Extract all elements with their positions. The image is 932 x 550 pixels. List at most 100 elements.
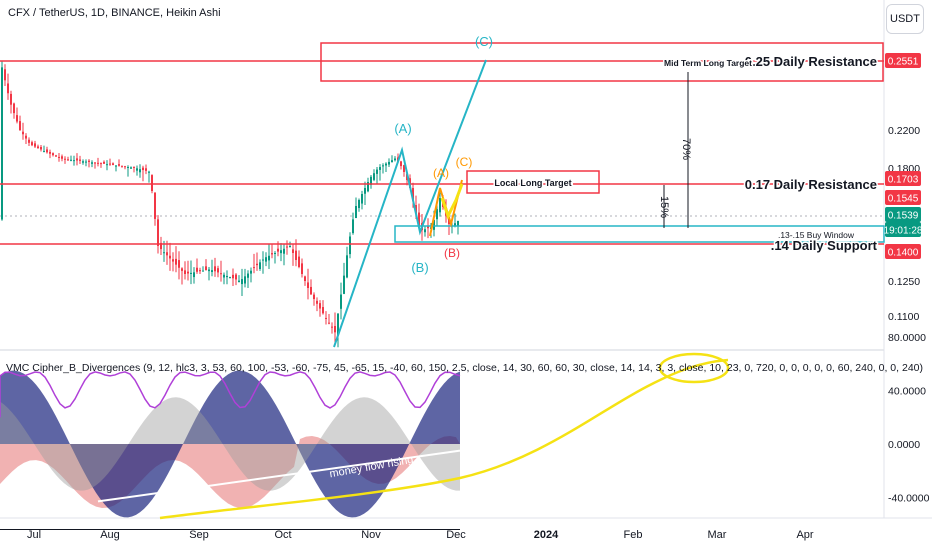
candle-body xyxy=(127,166,129,168)
candle-body xyxy=(277,248,279,252)
candle-body xyxy=(61,156,63,159)
candle-body xyxy=(214,266,216,272)
candle-body xyxy=(136,168,138,171)
candle-body xyxy=(205,266,207,271)
pct-15-label: 15% xyxy=(658,196,670,218)
candle-body xyxy=(259,262,261,269)
candle-body xyxy=(346,255,348,278)
local-target-label-halo: Local Long Target xyxy=(494,178,571,188)
candle-body xyxy=(211,270,213,273)
candle-body xyxy=(163,252,165,254)
local-target-box xyxy=(466,170,600,194)
candle-body xyxy=(37,146,39,149)
candle-body xyxy=(328,322,330,324)
candle-body xyxy=(46,149,48,153)
wave-c-label: (C) xyxy=(475,34,493,49)
candle-body xyxy=(235,274,237,280)
candle-body xyxy=(355,206,357,219)
candle-body xyxy=(118,164,120,166)
mid-term-target-label-halo: Mid Term Long Target xyxy=(664,58,752,68)
pct-70-label: 70% xyxy=(680,138,692,160)
candle-body xyxy=(301,263,303,274)
candle-body xyxy=(373,173,375,180)
rsi-line xyxy=(0,371,461,418)
candle-body xyxy=(289,246,291,247)
level-label-025: 0.25 Daily Resistance xyxy=(745,54,877,69)
indicator-title[interactable]: VMC Cipher_B_Divergences (9, 12, hlc3, 3… xyxy=(6,362,923,374)
grid-lines xyxy=(0,0,932,519)
candle-body xyxy=(79,159,81,161)
level-label-014: .14 Daily Support xyxy=(771,238,878,253)
price-label: 0.1539 xyxy=(888,211,919,222)
candle-body xyxy=(55,155,57,157)
candle-body xyxy=(286,246,288,248)
candle-body xyxy=(109,163,111,165)
candle-body xyxy=(196,267,198,272)
candle-body xyxy=(217,268,219,273)
candle-body xyxy=(112,163,114,165)
candle-body xyxy=(49,151,51,154)
price-label-box xyxy=(885,53,921,68)
candle-body xyxy=(145,168,147,171)
wave-b-label: (B) xyxy=(411,260,428,275)
symbol-title: CFX / TetherUS, 1D, BINANCE, Heikin Ashi xyxy=(8,7,221,19)
candle-body xyxy=(331,326,333,328)
candle-body xyxy=(7,83,9,94)
indicator-tick-label: 80.0000 xyxy=(888,332,926,344)
candle-body xyxy=(94,162,96,164)
candle-body xyxy=(130,167,132,169)
candle-body xyxy=(433,219,435,230)
candle-body xyxy=(319,303,321,309)
price-label-box xyxy=(885,222,921,237)
candle-body xyxy=(340,294,342,309)
time-tick-label: Aug xyxy=(100,529,120,541)
candle-body xyxy=(70,159,72,161)
candle-body xyxy=(73,160,75,162)
level-label-025-halo: 0.25 Daily Resistance xyxy=(745,54,877,69)
level-label-017: 0.17 Daily Resistance xyxy=(745,177,877,192)
candle-body xyxy=(148,171,150,173)
candle-body xyxy=(175,258,177,265)
level-label-014-halo: .14 Daily Support xyxy=(771,238,878,253)
candle-body xyxy=(364,188,366,194)
indicator-tick-label: -40.0000 xyxy=(888,492,930,504)
candle-body xyxy=(172,259,174,262)
time-tick-label: Jul xyxy=(27,529,41,541)
candle-body xyxy=(232,274,234,279)
candle-body xyxy=(10,93,12,105)
candle-body xyxy=(226,275,228,278)
candle-body xyxy=(97,162,99,164)
currency-button[interactable]: USDT xyxy=(886,4,924,34)
candle-body xyxy=(427,226,429,229)
buy-window-label-halo: .13-.15 Buy Window xyxy=(778,230,855,240)
candle-body xyxy=(4,69,6,81)
candle-body xyxy=(376,169,378,174)
candle-body xyxy=(388,161,390,165)
price-label-box xyxy=(885,171,921,186)
price-label-box xyxy=(885,207,921,222)
candle-body xyxy=(190,272,192,274)
candle-body xyxy=(16,115,18,122)
candle-body xyxy=(34,143,36,147)
candle-body xyxy=(187,271,189,274)
yellow-projection-curve xyxy=(159,358,729,520)
candle-body xyxy=(229,277,231,279)
resistance-box-top xyxy=(320,42,884,82)
candle-body xyxy=(424,229,426,233)
buy-window-label: .13-.15 Buy Window xyxy=(778,230,855,240)
candle-body xyxy=(31,142,33,146)
candle-body xyxy=(349,236,351,255)
candle-body xyxy=(361,194,363,204)
candle-body xyxy=(64,158,66,160)
candle-body xyxy=(337,313,339,336)
candle-body xyxy=(304,276,306,281)
mid-term-target-label: Mid Term Long Target xyxy=(664,58,752,68)
candle-body xyxy=(307,282,309,288)
candle-body xyxy=(184,270,186,274)
candle-body xyxy=(403,165,405,172)
candle-body xyxy=(181,268,183,271)
candle-body xyxy=(220,273,222,275)
yellow-wave-line xyxy=(440,183,464,220)
candle-body xyxy=(124,166,126,168)
